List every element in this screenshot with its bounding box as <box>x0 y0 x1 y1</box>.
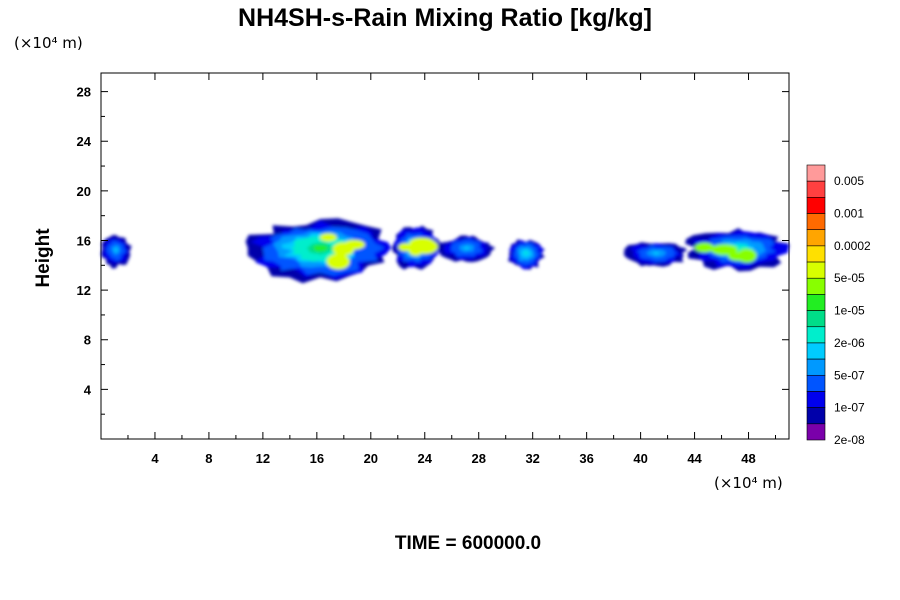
colorbar-label: 0.005 <box>834 174 864 188</box>
colorbar-label: 5e-05 <box>834 271 865 285</box>
colorbar-label: 1e-07 <box>834 401 865 415</box>
colorbar-swatch <box>806 277 826 295</box>
x-tick-label: 44 <box>687 451 702 466</box>
x-tick-label: 40 <box>633 451 647 466</box>
x-tick-label: 28 <box>471 451 485 466</box>
y-tick-label: 24 <box>77 134 92 149</box>
y-tick-label: 16 <box>77 233 91 248</box>
colorbar-label: 2e-06 <box>834 336 865 350</box>
colorbar-swatch <box>806 197 826 214</box>
colorbar-swatch <box>806 342 826 360</box>
colorbar-swatch <box>806 229 826 247</box>
colorbar-swatch <box>806 261 826 279</box>
colorbar-swatch <box>806 294 826 311</box>
data-field <box>101 218 789 284</box>
x-unit-label: (×10⁴ m) <box>714 474 783 492</box>
colorbar-swatch <box>806 213 826 231</box>
field-peak <box>326 253 350 270</box>
x-tick-label: 12 <box>256 451 270 466</box>
y-tick-label: 4 <box>84 382 92 397</box>
colorbar-swatch <box>806 326 826 344</box>
colorbar-label: 5e-07 <box>834 368 865 382</box>
colorbar-swatch <box>806 407 826 425</box>
y-tick-label: 12 <box>77 283 91 298</box>
colorbar-swatch <box>806 358 826 376</box>
colorbar-swatch <box>806 423 826 441</box>
x-tick-label: 32 <box>525 451 539 466</box>
colorbar-swatch <box>806 245 826 263</box>
colorbar: 0.005 0.001 0.0002 5e-05 1e-05 2e-06 5e-07 1e-0… <box>806 164 871 447</box>
field-contour <box>312 245 328 252</box>
x-tick-label: 16 <box>310 451 324 466</box>
y-tick-label: 28 <box>77 85 91 100</box>
field-contour <box>463 246 470 250</box>
field-contour <box>114 248 118 252</box>
field-peak <box>398 243 412 252</box>
colorbar-label: 2e-08 <box>834 433 865 447</box>
colorbar-label: 0.001 <box>834 207 864 221</box>
colorbar-swatch <box>806 164 826 182</box>
colorbar-label: 0.0002 <box>834 239 871 253</box>
field-contour <box>524 251 528 255</box>
y-tick-label: 20 <box>77 184 91 199</box>
time-label: TIME = 600000.0 <box>395 533 541 554</box>
field-peak <box>694 242 715 253</box>
colorbar-swatch <box>806 391 826 408</box>
x-tick-label: 48 <box>741 451 755 466</box>
x-tick-label: 24 <box>418 451 433 466</box>
x-tick-label: 20 <box>364 451 378 466</box>
chart-title: NH4SH-s-Rain Mixing Ratio [kg/kg] <box>238 4 652 32</box>
x-tick-label: 4 <box>151 451 159 466</box>
colorbar-label: 1e-05 <box>834 304 865 318</box>
field-peak <box>343 239 366 250</box>
x-tick-label: 36 <box>579 451 593 466</box>
x-tick-label: 8 <box>205 451 212 466</box>
field-peak <box>737 248 757 263</box>
field-peak <box>319 233 337 242</box>
y-unit-label: (×10⁴ m) <box>14 34 83 52</box>
y-tick-label: 8 <box>84 333 91 348</box>
colorbar-swatch <box>806 374 826 392</box>
colorbar-swatch <box>806 180 826 198</box>
field-peak <box>710 244 738 256</box>
field-contour <box>653 251 660 255</box>
y-axis-label: Height <box>33 228 54 288</box>
colorbar-swatch <box>806 310 826 328</box>
field-peak <box>409 237 435 249</box>
